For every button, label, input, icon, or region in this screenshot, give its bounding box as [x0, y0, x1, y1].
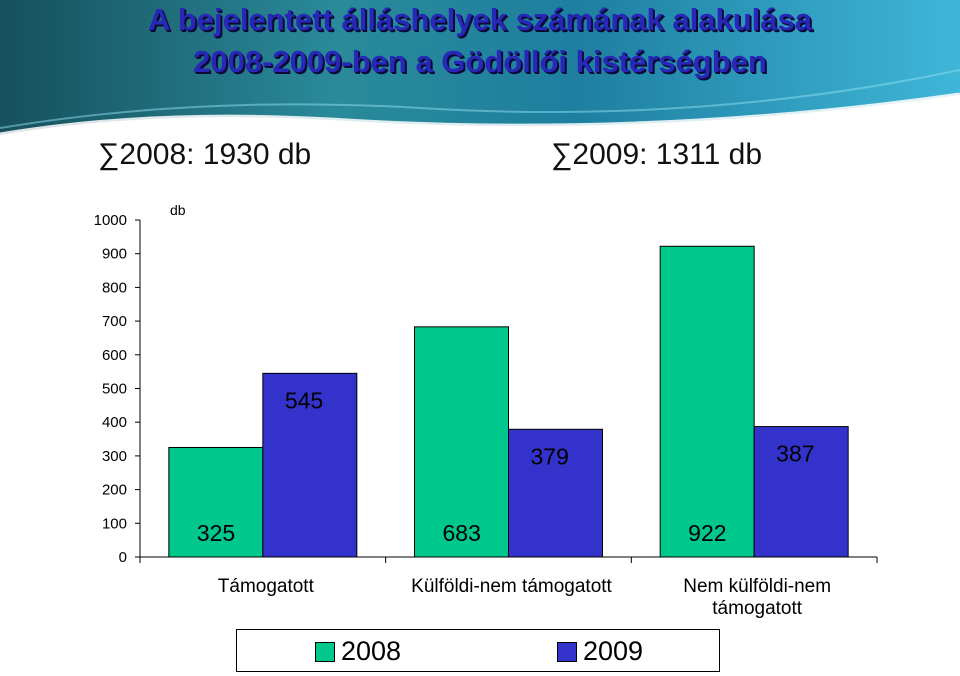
bar-2008-2 [414, 326, 509, 558]
data-label-2008-1: 325 [197, 520, 235, 546]
y-tick-label: 100 [102, 515, 127, 532]
legend: 2008 2009 [236, 629, 720, 672]
x-category-label-2: Külföldi-nem támogatott [411, 576, 612, 597]
data-label-2009-3: 387 [776, 441, 814, 467]
y-tick-label: 400 [102, 414, 127, 431]
bar-2009-3 [753, 426, 849, 558]
legend-item-2008: 2008 [315, 636, 401, 667]
data-label-2008-2: 683 [443, 520, 481, 546]
chart-title-line-2: 2008-2009-ben a Gödöllői kistérségben [193, 44, 767, 79]
legend-label-2009: 2009 [583, 636, 644, 666]
y-tick-label: 500 [102, 381, 127, 398]
y-tick-label: 300 [102, 448, 127, 465]
legend-label-2008: 2008 [341, 636, 402, 666]
bar-2008-3 [659, 245, 755, 558]
bar-chart: 0 100 200 300 400 500 600 700 800 900 1000 db 325 545… [94, 202, 878, 619]
title-banner [0, 0, 960, 138]
y-tick-label: 700 [102, 313, 127, 330]
total-2009: ∑2009: 1311 db [551, 138, 763, 171]
total-2008: ∑2008: 1930 db [98, 138, 312, 171]
y-tick-label: 900 [102, 246, 127, 263]
x-category-label-1: Támogatott [218, 576, 315, 597]
bar-2009-2 [508, 428, 603, 558]
data-label-2008-3: 922 [688, 520, 726, 546]
chart-title-line-1: A bejelentett álláshelyek számának alaku… [148, 2, 812, 37]
y-tick-label: 1000 [94, 212, 127, 229]
bar-2009-1 [262, 372, 358, 558]
x-category-label-3: Nem külföldi-nem [683, 576, 831, 597]
y-tick-label: 800 [102, 279, 127, 296]
x-category-label-3: támogatott [712, 598, 802, 619]
legend-item-2009: 2009 [557, 636, 643, 667]
y-tick-label: 200 [102, 482, 127, 499]
data-label-2009-1: 545 [285, 387, 323, 413]
y-axis-label: db [170, 202, 186, 218]
legend-swatch-2009 [557, 641, 577, 662]
y-tick-label: 600 [102, 347, 127, 364]
data-label-2009-2: 379 [531, 443, 569, 469]
legend-swatch-2008 [315, 641, 335, 662]
bar-2008-1 [168, 446, 264, 558]
y-tick-label: 0 [119, 549, 127, 566]
